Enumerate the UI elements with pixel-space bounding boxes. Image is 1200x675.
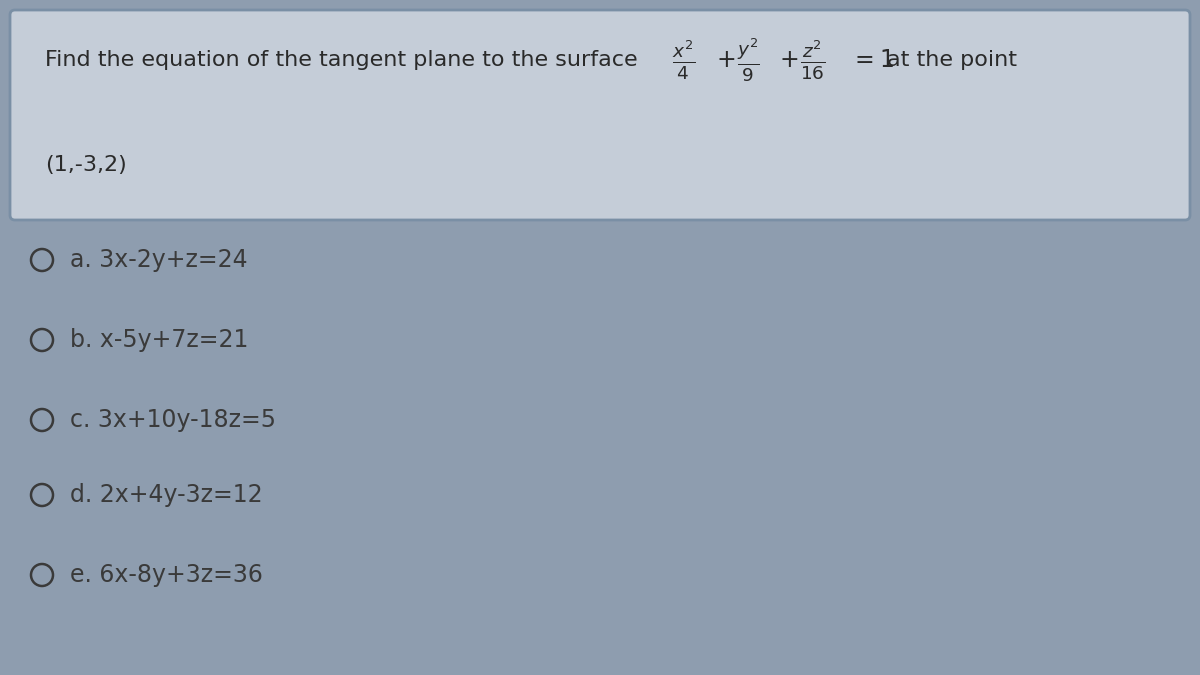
Text: (1,-3,2): (1,-3,2) [46,155,127,175]
Text: $\frac{y^2}{9}$: $\frac{y^2}{9}$ [737,36,760,84]
Text: at the point: at the point [887,50,1018,70]
Text: $+$: $+$ [779,48,798,72]
Text: c. 3x+10y-18z=5: c. 3x+10y-18z=5 [70,408,276,432]
Text: b. x-5y+7z=21: b. x-5y+7z=21 [70,328,248,352]
Text: $=1$: $=1$ [850,48,894,72]
Text: $+$: $+$ [716,48,736,72]
Text: d. 2x+4y-3z=12: d. 2x+4y-3z=12 [70,483,263,507]
Text: $\frac{x^2}{4}$: $\frac{x^2}{4}$ [672,38,695,82]
Text: a. 3x-2y+z=24: a. 3x-2y+z=24 [70,248,247,272]
FancyBboxPatch shape [10,10,1190,220]
Text: $\frac{z^2}{16}$: $\frac{z^2}{16}$ [800,38,826,82]
Text: Find the equation of the tangent plane to the surface: Find the equation of the tangent plane t… [46,50,637,70]
Text: e. 6x-8y+3z=36: e. 6x-8y+3z=36 [70,563,263,587]
